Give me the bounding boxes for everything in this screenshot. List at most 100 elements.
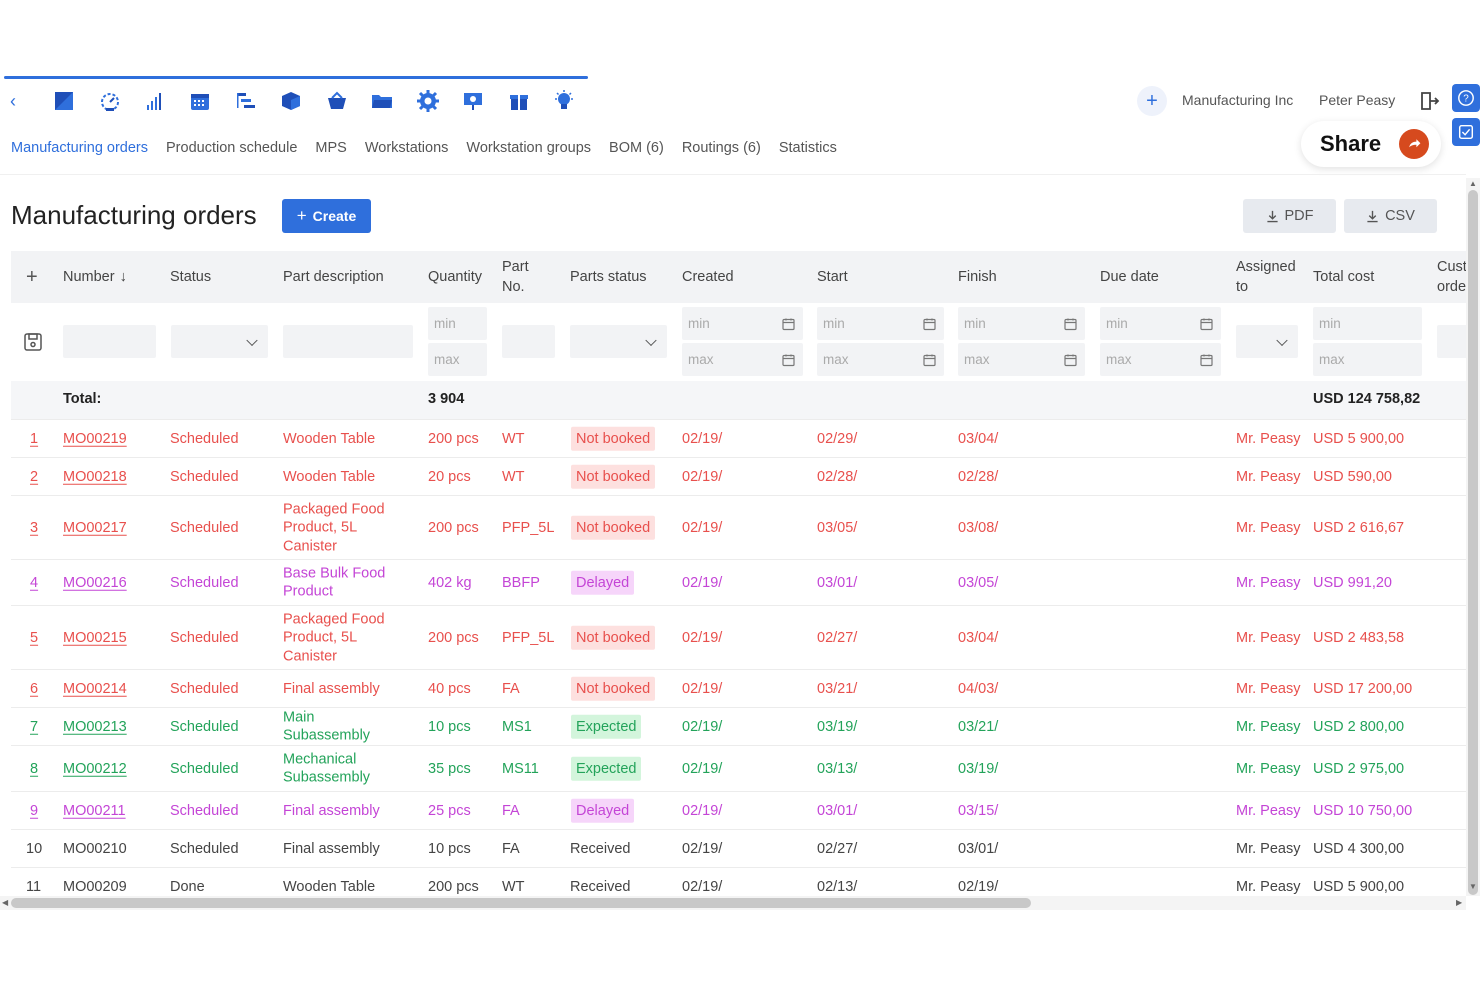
order-number-link[interactable]: MO00210 — [63, 840, 127, 857]
parts-status-filter-select[interactable] — [570, 325, 667, 358]
order-number-link[interactable]: MO00214 — [63, 680, 127, 697]
company-name[interactable]: Manufacturing Inc — [1182, 92, 1294, 108]
save-filter-icon[interactable] — [23, 332, 43, 352]
part-description-filter-input[interactable] — [283, 325, 413, 358]
horizontal-scroll-thumb[interactable] — [11, 898, 1031, 908]
purchasing-icon[interactable] — [323, 87, 351, 115]
add-icon[interactable]: + — [1137, 86, 1167, 116]
pdf-export-button[interactable]: PDF — [1243, 199, 1336, 233]
due-date-max-input[interactable]: max — [1100, 343, 1221, 376]
customer-order-filter-input[interactable] — [1437, 325, 1466, 358]
col-quantity[interactable]: Quantity — [428, 269, 482, 285]
calendar-small-icon[interactable] — [782, 317, 795, 330]
settings-icon[interactable] — [414, 87, 442, 115]
sales-icon[interactable] — [96, 87, 124, 115]
calendar-small-icon[interactable] — [782, 353, 795, 366]
col-part-no[interactable]: Part No. — [502, 251, 529, 303]
csv-export-button[interactable]: CSV — [1344, 199, 1437, 233]
col-customer-order[interactable]: Cust orde — [1437, 251, 1466, 303]
calendar-small-icon[interactable] — [1200, 317, 1213, 330]
total-cost-max-input[interactable]: max — [1313, 343, 1422, 376]
order-number-link[interactable]: MO00211 — [63, 802, 126, 819]
logout-icon[interactable] — [1418, 90, 1440, 112]
table-row[interactable]: 3 MO00217 Scheduled Packaged Food Product, … — [11, 495, 1466, 559]
stock-icon[interactable] — [141, 87, 169, 115]
col-assigned-to[interactable]: Assigned to — [1236, 251, 1296, 303]
tab-statistics[interactable]: Statistics — [778, 140, 837, 156]
table-row[interactable]: 8 MO00212 Scheduled Mechanical Subassembly 3… — [11, 745, 1466, 791]
tab-manufacturing-orders[interactable]: Manufacturing orders — [11, 140, 149, 156]
col-number[interactable]: Number ↓ — [63, 251, 127, 303]
calendar-small-icon[interactable] — [923, 317, 936, 330]
due-date-min-input[interactable]: min — [1100, 307, 1221, 340]
add-column-icon[interactable]: + — [26, 266, 38, 288]
order-number-link[interactable]: MO00213 — [63, 718, 127, 735]
share-button[interactable]: Share — [1301, 121, 1441, 167]
table-row[interactable]: 10 MO00210 Scheduled Final assembly 10 pcs FA… — [11, 829, 1466, 867]
table-row[interactable]: 9 MO00211 Scheduled Final assembly 25 pcs FA D… — [11, 791, 1466, 829]
tab-workstation-groups[interactable]: Workstation groups — [466, 140, 592, 156]
quantity-max-input[interactable]: max — [428, 343, 487, 376]
col-created[interactable]: Created — [682, 269, 734, 285]
items-icon[interactable] — [277, 87, 305, 115]
number-filter-input[interactable] — [63, 325, 156, 358]
tab-bom[interactable]: BOM (6) — [609, 140, 664, 156]
scroll-down-arrow-icon[interactable]: ▼ — [1469, 882, 1477, 891]
order-number-link[interactable]: MO00218 — [63, 468, 127, 485]
created-min-input[interactable]: min — [682, 307, 803, 340]
table-row[interactable]: 11 MO00209 Done Wooden Table 200 pcs WT Receiv… — [11, 867, 1466, 896]
col-due-date[interactable]: Due date — [1100, 269, 1159, 285]
col-parts-status[interactable]: Parts status — [570, 269, 647, 285]
table-row[interactable]: 6 MO00214 Scheduled Final assembly 40 pcs FA N… — [11, 669, 1466, 707]
order-number-link[interactable]: MO00215 — [63, 629, 127, 646]
calendar-small-icon[interactable] — [1200, 353, 1213, 366]
table-row[interactable]: 2 MO00218 Scheduled Wooden Table 20 pcs WT Not… — [11, 457, 1466, 495]
tab-workstations[interactable]: Workstations — [364, 140, 449, 156]
tasks-icon[interactable] — [1452, 118, 1480, 146]
tab-mps[interactable]: MPS — [315, 140, 347, 156]
status-filter-select[interactable] — [171, 325, 268, 358]
tab-routings[interactable]: Routings (6) — [681, 140, 761, 156]
table-row[interactable]: 4 MO00216 Scheduled Base Bulk Food Product 4… — [11, 559, 1466, 605]
scroll-up-arrow-icon[interactable]: ▲ — [1469, 179, 1477, 188]
col-status[interactable]: Status — [170, 269, 212, 285]
start-max-input[interactable]: max — [817, 343, 944, 376]
user-name[interactable]: Peter Peasy — [1319, 92, 1396, 108]
calendar-icon[interactable] — [186, 87, 214, 115]
part-no-filter-input[interactable] — [502, 325, 555, 358]
idea-icon[interactable] — [550, 87, 578, 115]
scroll-right-arrow-icon[interactable]: ▶ — [1456, 898, 1463, 907]
total-cost-min-input[interactable]: min — [1313, 307, 1422, 340]
calendar-small-icon[interactable] — [1064, 353, 1077, 366]
col-start[interactable]: Start — [817, 269, 848, 285]
presentation-icon[interactable] — [459, 87, 487, 115]
finish-max-input[interactable]: max — [958, 343, 1085, 376]
order-number-link[interactable]: MO00217 — [63, 519, 127, 536]
assigned-filter-select[interactable] — [1236, 325, 1298, 358]
tab-production-schedule[interactable]: Production schedule — [166, 140, 298, 156]
help-icon[interactable]: ? — [1452, 84, 1480, 112]
gift-icon[interactable] — [505, 87, 533, 115]
col-part-description[interactable]: Part description — [283, 269, 384, 285]
table-row[interactable]: 1 MO00219 Scheduled Wooden Table 200 pcs WT No… — [11, 419, 1466, 457]
order-number-link[interactable]: MO00216 — [63, 574, 127, 591]
create-button[interactable]: + Create — [282, 199, 371, 233]
calendar-small-icon[interactable] — [923, 353, 936, 366]
vertical-scroll-thumb[interactable] — [1468, 190, 1478, 895]
col-finish[interactable]: Finish — [958, 269, 997, 285]
scroll-left-arrow-icon[interactable]: ◀ — [2, 898, 9, 907]
finish-min-input[interactable]: min — [958, 307, 1085, 340]
table-row[interactable]: 5 MO00215 Scheduled Packaged Food Product, … — [11, 605, 1466, 669]
dashboard-icon[interactable] — [50, 87, 78, 115]
order-number-link[interactable]: MO00209 — [63, 878, 127, 895]
folder-icon[interactable] — [368, 87, 396, 115]
start-min-input[interactable]: min — [817, 307, 944, 340]
table-row[interactable]: 7 MO00213 Scheduled Main Subassembly 10 pcs M… — [11, 707, 1466, 745]
col-total-cost[interactable]: Total cost — [1313, 269, 1375, 285]
order-number-link[interactable]: MO00212 — [63, 760, 127, 777]
created-max-input[interactable]: max — [682, 343, 803, 376]
back-chevron-icon[interactable]: ‹ — [10, 91, 16, 111]
production-icon[interactable] — [232, 87, 260, 115]
quantity-min-input[interactable]: min — [428, 307, 487, 340]
order-number-link[interactable]: MO00219 — [63, 430, 127, 447]
